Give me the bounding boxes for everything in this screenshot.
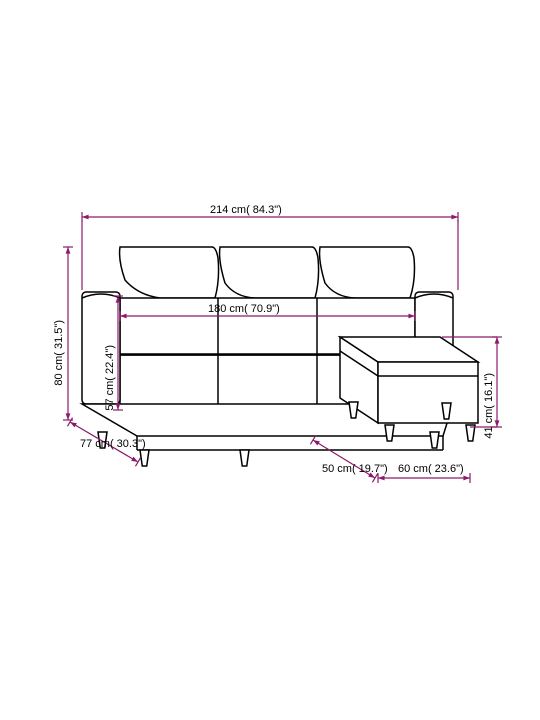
sofa-leg-2 [240, 450, 249, 466]
cushion-3 [320, 247, 415, 298]
ottoman-leg-1 [385, 425, 394, 441]
diagram-svg [0, 0, 540, 720]
label-back-height: 57 cm( 22.4") [104, 345, 116, 411]
cushion-2 [220, 247, 319, 298]
ottoman-leg-3 [442, 403, 451, 419]
label-ottoman-height: 41 cm( 16.1") [483, 373, 495, 439]
sofa-leg-1 [140, 450, 149, 466]
label-total-height: 80 cm( 31.5") [53, 320, 65, 386]
label-depth: 77 cm( 30.3") [80, 438, 146, 450]
label-total-width: 214 cm( 84.3") [210, 204, 282, 216]
label-seat-width: 180 cm( 70.9") [208, 303, 280, 315]
product-layer [82, 247, 478, 466]
label-ottoman-width: 60 cm( 23.6") [398, 463, 464, 475]
ottoman-leg-0 [349, 402, 358, 418]
label-ottoman-depth: 50 cm( 19.7") [322, 463, 388, 475]
ottoman-front [378, 362, 478, 423]
diagram-canvas: 214 cm( 84.3") 180 cm( 70.9") 80 cm( 31.… [0, 0, 540, 720]
sofa-leg-3 [430, 432, 439, 448]
cushion-1 [120, 247, 219, 298]
